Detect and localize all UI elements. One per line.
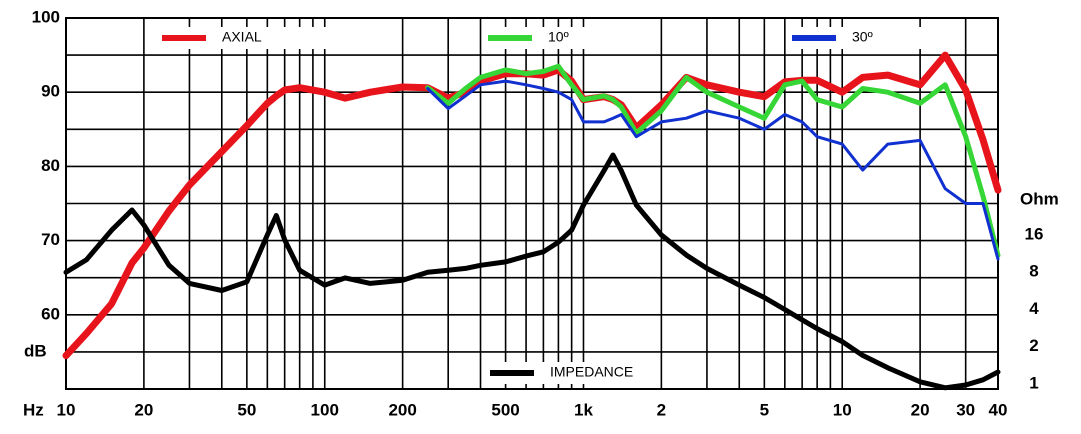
x-tick-label: 5 [760, 400, 769, 419]
x-tick-label: 2 [657, 400, 666, 419]
y2-tick-label: 2 [1029, 336, 1038, 355]
legend-label: IMPEDANCE [550, 364, 633, 380]
x-tick-label: 20 [911, 400, 930, 419]
y-axis-label: dB [24, 341, 47, 360]
y2-tick-label: 4 [1029, 299, 1039, 318]
x-tick-label: 500 [491, 400, 519, 419]
legend-label: 30º [852, 29, 873, 45]
legend-label: AXIAL [222, 29, 262, 45]
y-tick-label: 80 [41, 156, 60, 175]
plot-frame [65, 17, 999, 390]
x-tick-label: 40 [989, 400, 1008, 419]
lines [62, 51, 1002, 391]
x-tick-label: 10 [57, 400, 76, 419]
data-line [426, 79, 1000, 261]
legend-background [484, 362, 654, 384]
y-tick-label: 60 [41, 304, 60, 323]
data-line [425, 63, 1001, 258]
y-tick-label: 100 [32, 7, 60, 26]
labels: Hz dB Ohm 60 70 80 90 100 10 20 50 100 200 500 1k 2 5… [23, 7, 1059, 419]
data-line [62, 51, 1002, 360]
y-tick-label: 90 [41, 82, 60, 101]
x-tick-label: 200 [388, 400, 416, 419]
y2-tick-label: 1 [1029, 373, 1038, 392]
x-tick-label: 50 [237, 400, 256, 419]
y2-tick-label: 8 [1029, 262, 1038, 281]
x-tick-label: 1k [574, 400, 593, 419]
y2-axis-label: Ohm [1020, 189, 1059, 208]
legend-background [156, 27, 326, 49]
x-tick-label: 20 [134, 400, 153, 419]
x-tick-label: 100 [311, 400, 339, 419]
x-axis-label: Hz [23, 400, 44, 419]
y-tick-label: 70 [41, 230, 60, 249]
legend-background [786, 27, 956, 49]
x-tick-label: 10 [833, 400, 852, 419]
legend: AXIAL 10º 30º IMPEDANCE [156, 27, 956, 384]
x-tick-label: 30 [956, 400, 975, 419]
data-line [63, 152, 1001, 391]
y2-tick-label: 16 [1025, 225, 1044, 244]
legend-background [482, 27, 652, 49]
legend-label: 10º [548, 29, 569, 45]
